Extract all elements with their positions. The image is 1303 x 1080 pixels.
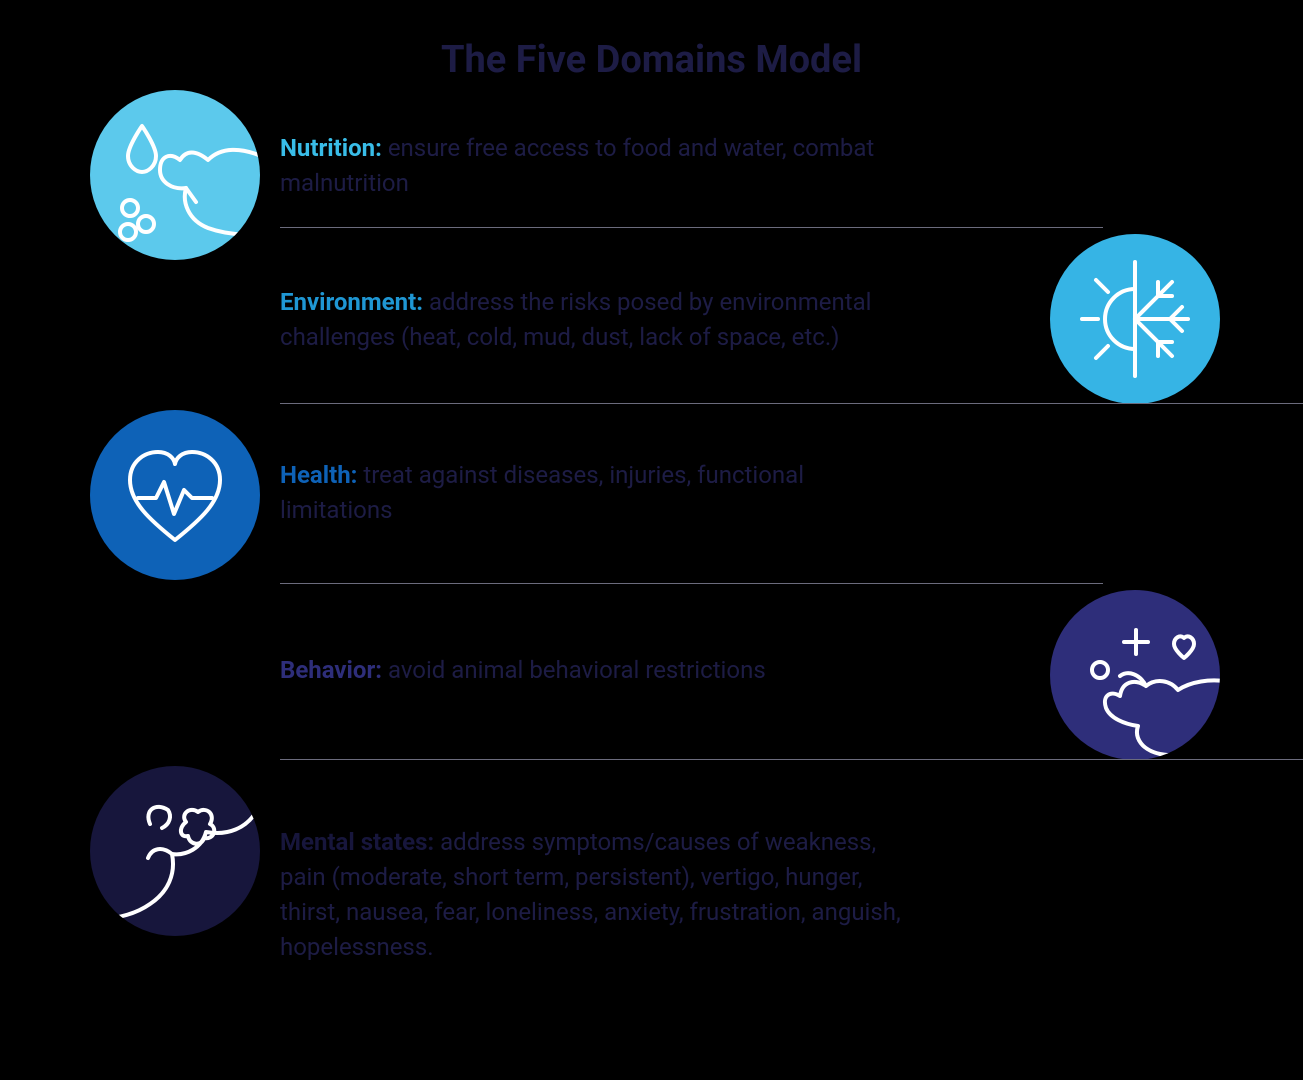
behavior-text: Behavior: avoid animal behavioral restri… [280, 653, 920, 688]
nutrition-label: Nutrition: [280, 134, 382, 162]
behavior-body: avoid animal behavioral restrictions [382, 656, 766, 684]
nutrition-icon-circle [90, 90, 260, 260]
divider-3 [280, 583, 1103, 584]
health-text: Health: treat against diseases, injuries… [280, 458, 920, 528]
health-row: Health: treat against diseases, injuries… [280, 438, 1123, 548]
environment-text: Environment: address the risks posed by … [280, 285, 920, 355]
environment-row: Environment: address the risks posed by … [280, 250, 1123, 390]
health-body: treat against diseases, injuries, functi… [280, 461, 804, 524]
mental-icon-circle [90, 766, 260, 936]
behavior-label: Behavior: [280, 656, 382, 684]
environment-label: Environment: [280, 288, 423, 316]
nutrition-row: Nutrition: ensure free access to food an… [280, 116, 1123, 216]
page-title: The Five Domains Model [0, 38, 1303, 82]
divider-1 [280, 227, 1103, 228]
divider-2 [280, 403, 1303, 404]
pig-brain-icon [90, 766, 260, 936]
mental-label: Mental states: [280, 828, 434, 856]
behavior-row: Behavior: avoid animal behavioral restri… [280, 640, 1123, 700]
chicken-water-icon [90, 90, 260, 260]
heart-pulse-icon [90, 410, 260, 580]
nutrition-text: Nutrition: ensure free access to food an… [280, 131, 920, 201]
health-icon-circle [90, 410, 260, 580]
health-label: Health: [280, 461, 357, 489]
divider-4 [280, 759, 1303, 760]
mental-text: Mental states: address symptoms/causes o… [280, 825, 920, 964]
mental-row: Mental states: address symptoms/causes o… [280, 800, 1123, 990]
